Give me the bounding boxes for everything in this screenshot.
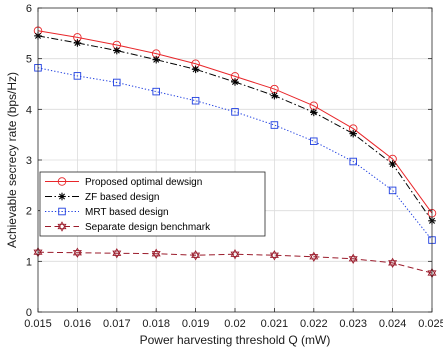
marker-stroke	[112, 250, 122, 259]
marker-stroke	[72, 247, 82, 256]
marker-stroke	[112, 248, 122, 256]
y-axis-label: Achievable secrecy rate (bps/Hz)	[5, 72, 19, 248]
legend-box	[39, 171, 266, 237]
x-tick-label: 0.021	[261, 318, 289, 330]
x-axis-label: Power harvesting threshold Q (mW)	[140, 333, 331, 347]
marker-stroke	[153, 56, 160, 63]
y-tick-label: 2	[26, 206, 32, 218]
series-line	[37, 30, 433, 214]
marker-stroke	[388, 260, 398, 269]
y-tick-label: 5	[26, 54, 32, 66]
marker-stroke	[348, 253, 358, 262]
marker-stroke	[151, 248, 161, 257]
legend: Proposed optimal dewsign ZF based design M…	[39, 171, 266, 237]
marker-stroke	[191, 252, 201, 261]
marker-stroke	[192, 66, 199, 73]
x-tick-label: 0.017	[103, 318, 131, 330]
legend-item: Separate design benchmark	[45, 221, 211, 233]
data-point	[152, 87, 160, 96]
data-point	[231, 78, 239, 86]
data-point	[270, 121, 279, 129]
marker-stroke	[191, 250, 201, 258]
marker-stroke	[309, 251, 319, 260]
data-point	[388, 186, 397, 195]
legend-label: Separate design benchmark	[85, 222, 211, 233]
marker-stroke	[151, 251, 161, 259]
marker-stroke	[230, 251, 240, 260]
marker-stroke	[113, 47, 120, 54]
x-tick-label: 0.023	[339, 318, 367, 330]
x-tick-label: 0.022	[300, 318, 328, 330]
series-2	[34, 64, 436, 244]
y-tick-label: 4	[26, 104, 32, 116]
x-tick-label: 0.018	[142, 318, 170, 330]
legend-label: ZF based design	[85, 192, 160, 203]
data-point	[191, 65, 200, 74]
marker-stroke	[309, 254, 319, 262]
marker-stroke	[271, 92, 278, 99]
marker-stroke	[350, 130, 357, 137]
data-point	[57, 177, 67, 186]
data-point	[57, 221, 67, 232]
data-point	[349, 157, 357, 166]
y-tick-label: 3	[26, 155, 32, 167]
marker-stroke	[57, 221, 67, 230]
data-point	[58, 207, 66, 216]
x-tick-label: 0.019	[182, 318, 210, 330]
data-point	[152, 55, 160, 64]
series-line	[37, 67, 433, 241]
x-tick-label: 0.016	[64, 318, 92, 330]
data-point	[113, 46, 121, 55]
marker-stroke	[348, 256, 358, 265]
legend-item: ZF based design	[45, 192, 160, 203]
marker-stroke	[72, 250, 82, 258]
data-point	[58, 192, 66, 201]
marker-stroke	[58, 193, 66, 200]
legend-item: MRT based design	[45, 207, 169, 218]
data-point	[73, 72, 82, 80]
data-point	[310, 137, 318, 146]
data-point	[113, 78, 121, 87]
data-point	[348, 253, 358, 265]
data-point	[231, 108, 239, 116]
marker-stroke	[74, 39, 81, 47]
marker-stroke	[388, 257, 398, 266]
data-point	[151, 248, 161, 259]
marker-stroke	[231, 78, 239, 86]
x-tick-label: 0.015	[24, 318, 52, 330]
data-point	[270, 91, 279, 100]
y-tick-label: 0	[26, 307, 32, 319]
marker-stroke	[310, 109, 317, 116]
legend-label: Proposed optimal dewsign	[85, 177, 202, 188]
data-point	[309, 251, 319, 262]
data-point	[349, 129, 357, 138]
data-point	[112, 248, 122, 259]
data-point	[310, 108, 318, 117]
legend-label: MRT based design	[85, 207, 169, 218]
data-point	[230, 249, 240, 260]
y-tick-label: 1	[26, 256, 32, 268]
data-point	[388, 160, 397, 168]
series-line	[37, 251, 433, 274]
data-point	[73, 39, 82, 47]
y-tick-label: 6	[26, 3, 32, 15]
legend-item: Proposed optimal dewsign	[45, 177, 202, 188]
x-tick-label: 0.02	[224, 318, 245, 330]
data-point	[269, 250, 279, 261]
marker-stroke	[389, 161, 396, 168]
x-tick-label: 0.025	[418, 318, 443, 330]
data-point	[191, 250, 201, 261]
data-point	[191, 96, 200, 105]
marker-stroke	[57, 223, 67, 232]
x-tick-label: 0.024	[379, 318, 407, 330]
data-point	[72, 247, 82, 258]
data-point	[388, 257, 398, 269]
marker-stroke	[269, 250, 279, 258]
marker-stroke	[269, 252, 279, 261]
marker-stroke	[230, 249, 240, 257]
